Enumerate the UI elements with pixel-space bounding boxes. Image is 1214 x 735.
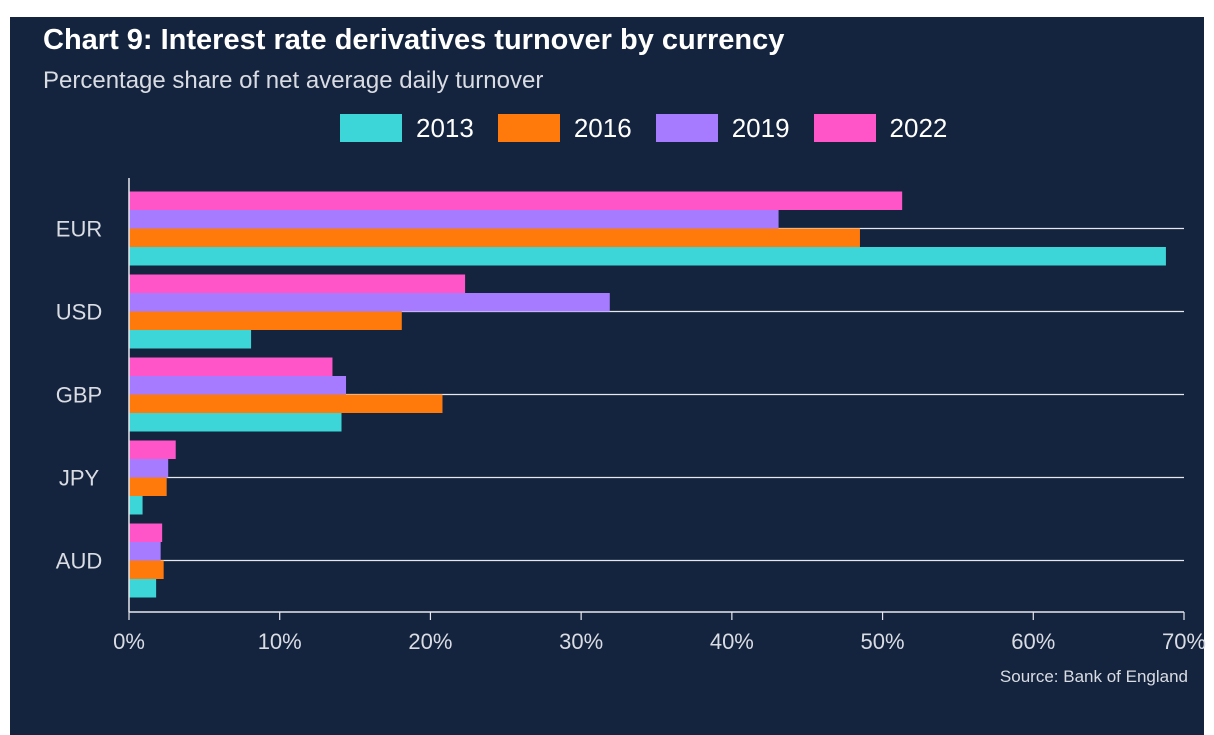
x-tick-label-10: 10% bbox=[258, 629, 302, 654]
legend-swatch-2013 bbox=[340, 114, 402, 142]
bar-aud-2019 bbox=[129, 542, 161, 561]
category-label-aud: AUD bbox=[56, 549, 102, 574]
legend-item-2013: 2013 bbox=[340, 113, 474, 144]
x-tick-label-60: 60% bbox=[1011, 629, 1055, 654]
x-tick-label-0: 0% bbox=[113, 629, 145, 654]
x-tick-label-20: 20% bbox=[408, 629, 452, 654]
legend-label-2019: 2019 bbox=[731, 112, 790, 143]
bar-eur-2019 bbox=[129, 210, 779, 229]
bar-eur-2016 bbox=[129, 228, 860, 247]
legend-label-2013: 2013 bbox=[416, 112, 474, 143]
bar-aud-2016 bbox=[129, 560, 164, 579]
x-tick-label-70: 70% bbox=[1162, 629, 1206, 654]
x-tick-label-50: 50% bbox=[861, 629, 905, 654]
legend-item-2019: 2019 bbox=[655, 112, 790, 144]
bar-gbp-2022 bbox=[129, 357, 333, 376]
bar-jpy-2019 bbox=[129, 459, 169, 478]
legend-item-2022: 2022 bbox=[813, 112, 948, 144]
bar-usd-2013 bbox=[129, 330, 252, 349]
legend-swatch-2016 bbox=[497, 114, 560, 142]
legend-item-2016: 2016 bbox=[497, 112, 632, 144]
category-label-gbp: GBP bbox=[56, 383, 102, 408]
chart-subtitle: Percentage share of net average daily tu… bbox=[43, 67, 544, 94]
bar-jpy-2013 bbox=[129, 496, 143, 515]
bar-usd-2019 bbox=[129, 293, 610, 312]
bar-gbp-2013 bbox=[129, 413, 342, 432]
bar-usd-2016 bbox=[129, 311, 402, 330]
legend-label-2022: 2022 bbox=[889, 112, 948, 143]
chart-title: Chart 9: Interest rate derivatives turno… bbox=[43, 24, 785, 56]
x-tick-label-30: 30% bbox=[559, 629, 603, 654]
category-label-eur: EUR bbox=[56, 217, 102, 242]
category-label-jpy: JPY bbox=[59, 466, 100, 491]
bar-aud-2013 bbox=[129, 579, 157, 598]
chart-legend: 2013 2016 2019 2022 bbox=[340, 108, 971, 148]
x-tick-label-40: 40% bbox=[710, 629, 754, 654]
legend-label-2016: 2016 bbox=[573, 112, 632, 143]
bar-gbp-2019 bbox=[129, 376, 347, 395]
bar-eur-2022 bbox=[129, 191, 903, 210]
bar-aud-2022 bbox=[129, 523, 163, 542]
category-label-usd: USD bbox=[56, 300, 102, 325]
bar-eur-2013 bbox=[129, 247, 1166, 266]
bar-gbp-2016 bbox=[129, 394, 443, 413]
source-note: Source: Bank of England bbox=[999, 667, 1188, 686]
legend-swatch-2022 bbox=[813, 114, 876, 142]
bar-usd-2022 bbox=[129, 274, 466, 293]
bar-jpy-2016 bbox=[129, 477, 167, 496]
bar-jpy-2022 bbox=[129, 440, 176, 459]
legend-swatch-2019 bbox=[655, 114, 718, 142]
